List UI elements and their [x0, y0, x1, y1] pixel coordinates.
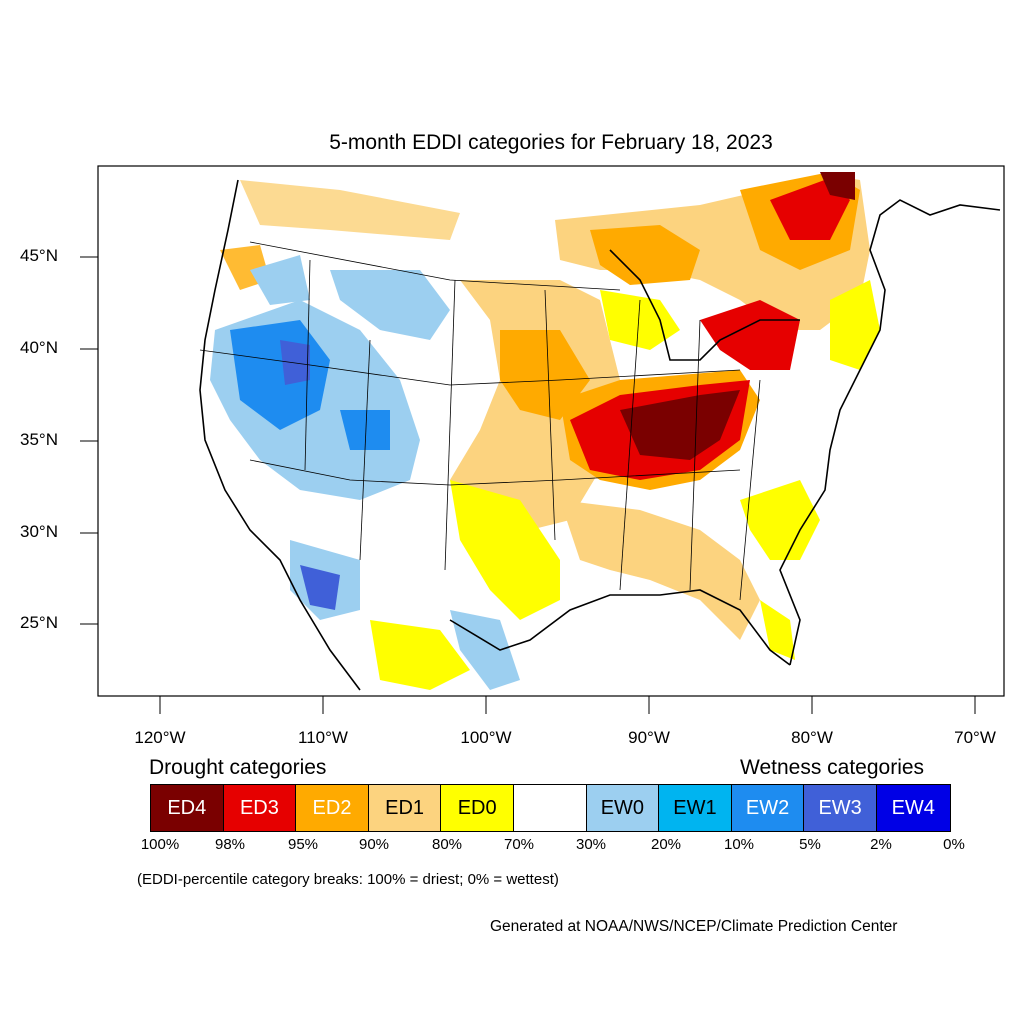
break-label: 10%	[723, 836, 755, 853]
category-legend: ED4 ED3 ED2 ED1 ED0 EW0 EW1 EW2 EW3 EW4	[150, 784, 951, 832]
lon-label-80: 80°W	[791, 728, 833, 747]
legend-swatch-ed3: ED3	[223, 785, 297, 831]
category-breaks-note: (EDDI-percentile category breaks: 100% =…	[137, 871, 559, 888]
gulf-coast	[449, 589, 791, 666]
legend-swatch-normal	[513, 785, 587, 831]
break-label: 95%	[287, 836, 319, 853]
map-title: 5-month EDDI categories for February 18,…	[329, 131, 773, 154]
lat-label-45: 45°N	[20, 246, 58, 265]
legend-swatch-ew0: EW0	[586, 785, 660, 831]
credit-line: Generated at NOAA/NWS/NCEP/Climate Predi…	[490, 918, 898, 935]
legend-swatch-ed1: ED1	[368, 785, 442, 831]
lat-label-40: 40°N	[20, 338, 58, 357]
break-label: 98%	[214, 836, 246, 853]
east-coast	[779, 199, 1001, 666]
legend-swatch-ed2: ED2	[296, 785, 369, 831]
break-label: 80%	[431, 836, 463, 853]
lon-label-100: 100°W	[460, 728, 512, 747]
lon-label-120: 120°W	[134, 728, 186, 747]
break-label: 0%	[943, 836, 965, 853]
lon-label-70: 70°W	[954, 728, 996, 747]
lon-label-90: 90°W	[628, 728, 670, 747]
break-label: 90%	[358, 836, 390, 853]
break-label: 70%	[503, 836, 535, 853]
drought-categories-label: Drought categories	[149, 756, 327, 779]
legend-swatch-ew4: EW4	[876, 785, 950, 831]
break-label: 5%	[799, 836, 821, 853]
break-label: 30%	[575, 836, 607, 853]
lat-label-30: 30°N	[20, 522, 58, 541]
lat-label-25: 25°N	[20, 613, 58, 632]
legend-swatch-ew1: EW1	[659, 785, 732, 831]
break-label: 2%	[870, 836, 892, 853]
great-lakes	[609, 249, 800, 361]
lat-label-35: 35°N	[20, 430, 58, 449]
legend-swatch-ew2: EW2	[731, 785, 805, 831]
west-coast	[199, 179, 361, 691]
break-label: 100%	[140, 836, 180, 853]
lon-label-110: 110°W	[298, 728, 348, 747]
legend-swatch-ed4: ED4	[151, 785, 224, 831]
break-label: 20%	[650, 836, 682, 853]
legend-swatch-ew3: EW3	[804, 785, 877, 831]
legend-swatch-ed0: ED0	[441, 785, 514, 831]
wetness-categories-label: Wetness categories	[740, 756, 925, 779]
